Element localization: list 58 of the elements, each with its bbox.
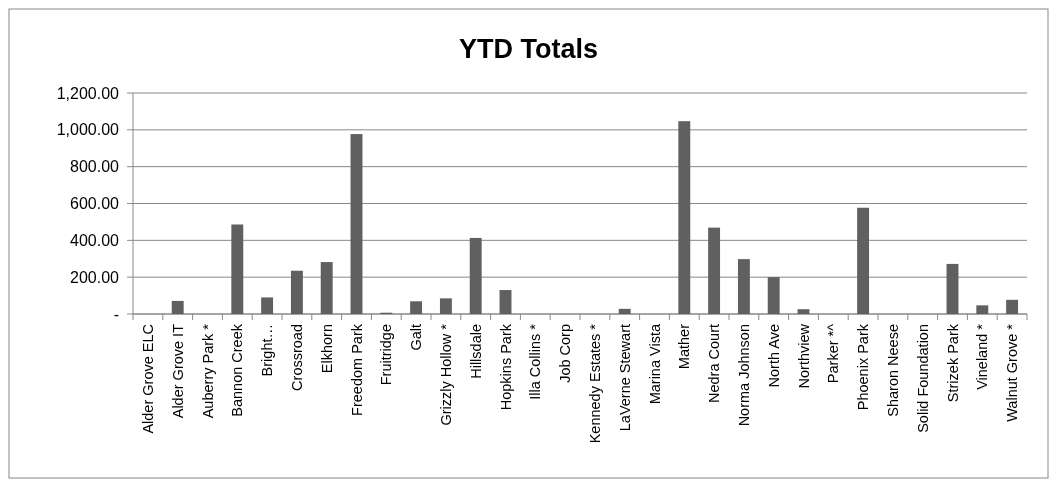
bar — [618, 308, 631, 314]
bar — [171, 300, 184, 314]
x-tick-label: Fruitridge — [378, 324, 395, 386]
x-tick-label: Marina Vista — [646, 323, 663, 405]
x-tick-label: Walnut Grove * — [1004, 323, 1021, 422]
bar — [469, 237, 482, 314]
bar — [678, 121, 691, 314]
bar — [976, 305, 989, 314]
x-tick-label: Alder Grove IT — [169, 323, 186, 419]
bar — [857, 207, 870, 314]
x-tick-label: LaVerne Stewart — [616, 324, 633, 432]
bar — [410, 301, 423, 314]
x-tick-label: Nedra Court — [706, 324, 723, 403]
y-tick-label: 1,200.00 — [56, 84, 120, 102]
x-tick-label: Elkhorn — [318, 324, 335, 374]
x-tick-label: Hopkins Park — [497, 323, 514, 411]
bar — [439, 298, 452, 314]
bar — [350, 134, 363, 314]
bar — [946, 263, 959, 314]
x-tick-label: Parker *^ — [825, 323, 842, 384]
y-tick-label: 200.00 — [70, 268, 120, 286]
x-tick-label: Auberry Park * — [199, 323, 216, 419]
x-tick-label: Galt — [408, 324, 425, 351]
bar — [320, 262, 333, 314]
x-tick-label: North Ave — [765, 324, 782, 388]
x-tick-label: Alder Grove ELC — [139, 324, 156, 434]
bar — [708, 227, 721, 314]
x-tick-label: Job Corp — [557, 324, 574, 383]
y-tick-label: - — [113, 305, 119, 323]
x-tick-label: Norma Johnson — [735, 324, 752, 427]
x-tick-label: Northview — [795, 323, 812, 389]
x-tick-label: Phoenix Park — [855, 323, 872, 411]
bar — [797, 309, 810, 314]
chart-title: YTD Totals — [458, 34, 599, 64]
x-tick-label: Sharon Neese — [884, 324, 901, 417]
x-tick-label: Mather — [676, 323, 693, 370]
bar — [767, 277, 780, 314]
y-tick-label: 600.00 — [70, 195, 120, 213]
x-tick-label: Illa Collins * — [527, 323, 544, 400]
x-tick-label: Strizek Park — [944, 323, 961, 403]
x-tick-label: Solid Foundation — [914, 324, 931, 433]
x-tick-label: Grizzly Hollow * — [437, 323, 454, 426]
x-tick-label: Bright… — [259, 324, 276, 377]
bar — [261, 297, 274, 314]
x-tick-label: Bannon Creek — [229, 323, 246, 417]
bar — [499, 290, 512, 314]
x-tick-label: Crossroad — [288, 324, 305, 391]
y-tick-label: 1,000.00 — [56, 121, 120, 139]
x-tick-label: Freedom Park — [348, 323, 365, 416]
bar — [737, 259, 750, 314]
bar — [231, 224, 244, 314]
x-tick-label: Kennedy Estates * — [586, 323, 603, 444]
y-tick-label: 800.00 — [70, 158, 120, 176]
x-tick-label: Vineland * — [974, 323, 991, 390]
x-tick-label: Hillsdale — [467, 324, 484, 379]
bar — [1006, 299, 1019, 314]
bar — [290, 270, 303, 314]
y-tick-label: 400.00 — [70, 231, 120, 249]
